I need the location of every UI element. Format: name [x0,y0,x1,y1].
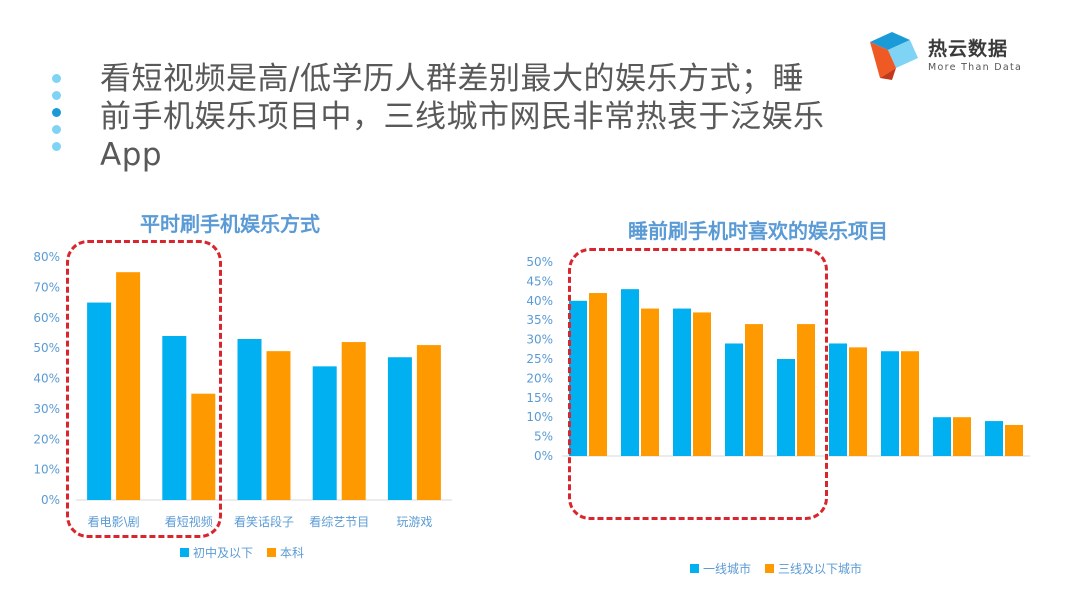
y-tick-label: 50% [526,255,553,269]
chart-2-legend: 一线城市 三线及以下城市 [690,560,862,577]
headline: 看短视频是高/低学历人群差别最大的娱乐方式；睡 前手机娱乐项目中，三线城市网民非… [100,60,860,174]
x-category-label: 看综艺节目 [309,515,369,529]
bar-series1 [621,289,639,456]
y-tick-label: 25% [526,352,553,366]
y-tick-label: 20% [526,371,553,385]
bar-series2 [1005,424,1023,456]
y-tick-label: 70% [33,280,60,294]
bar-series2 [341,342,366,500]
y-tick-label: 10% [526,410,553,424]
y-tick-label: 30% [526,333,553,347]
y-tick-label: 40% [526,294,553,308]
bar-series1 [569,300,587,456]
legend-swatch-blue [180,548,189,557]
logo-icon [870,32,918,80]
bar-series1 [312,366,337,500]
bullet-dot [52,108,61,117]
bar-series2 [797,324,815,456]
y-tick-label: 60% [33,311,60,325]
brand-logo: 热云数据 More Than Data [866,28,1046,86]
legend-label-2: 本科 [280,546,305,560]
legend-label-2: 三线及以下城市 [778,562,863,576]
bar-series1 [387,357,412,500]
y-tick-label: 15% [526,391,553,405]
y-tick-label: 0% [534,449,553,463]
legend-swatch-orange [765,564,775,573]
bar-series2 [849,347,867,456]
y-tick-label: 5% [534,430,553,444]
y-tick-label: 45% [526,274,553,288]
bar-series1 [725,343,743,456]
bar-series2 [745,324,763,456]
headline-line-2: 前手机娱乐项目中，三线城市网民非常热衷于泛娱乐 [100,99,825,135]
bar-series1 [673,308,691,456]
logo-name: 热云数据 [928,38,1009,60]
bullet-dot [52,142,61,151]
bar-series1 [87,302,112,500]
y-tick-label: 10% [33,463,60,477]
x-category-label: 玩游戏 [396,515,432,529]
bar-series2 [116,272,141,500]
bar-series2 [693,312,711,456]
x-category-label: 看笑话段子 [234,514,294,529]
bar-series1 [985,421,1003,456]
legend-label-1: 初中及以下 [193,546,254,560]
y-tick-label: 20% [33,432,60,446]
x-category-label: 看电影\剧 [88,515,140,529]
legend-swatch-blue [690,564,699,573]
legend-label-1: 一线城市 [703,562,752,576]
bar-series1 [829,343,847,456]
y-tick-label: 40% [33,372,60,386]
bar-series2 [641,308,659,456]
y-tick-label: 30% [33,402,60,416]
y-tick-label: 50% [33,341,60,355]
bullet-dot [52,91,61,100]
bullet-dot [52,125,61,134]
chart-1-title: 平时刷手机娱乐方式 [140,212,320,236]
bar-series2 [266,351,291,500]
highlight-box-chart-2 [568,248,828,520]
bar-series2 [901,351,919,456]
logo-tagline: More Than Data [928,62,1023,73]
bar-series1 [777,359,795,456]
chart-1-legend: 初中及以下 本科 [180,544,304,561]
y-tick-label: 0% [41,493,60,507]
bar-series1 [881,351,899,456]
y-tick-label: 80% [33,250,60,264]
bar-series2 [953,417,971,456]
bullet-decoration [52,74,66,159]
highlight-box-chart-1 [66,240,222,538]
bar-series1 [162,335,187,500]
bar-series1 [933,417,951,456]
headline-line-3: App [100,137,163,173]
chart-2-title: 睡前刷手机时喜欢的娱乐项目 [628,219,888,243]
legend-swatch-orange [267,548,277,557]
bar-series2 [589,293,607,456]
bar-series2 [191,393,216,500]
bar-series2 [416,345,441,500]
y-tick-label: 35% [526,313,553,327]
bullet-dot [52,74,61,83]
headline-line-1: 看短视频是高/低学历人群差别最大的娱乐方式；睡 [100,61,804,97]
bar-series1 [237,339,262,500]
